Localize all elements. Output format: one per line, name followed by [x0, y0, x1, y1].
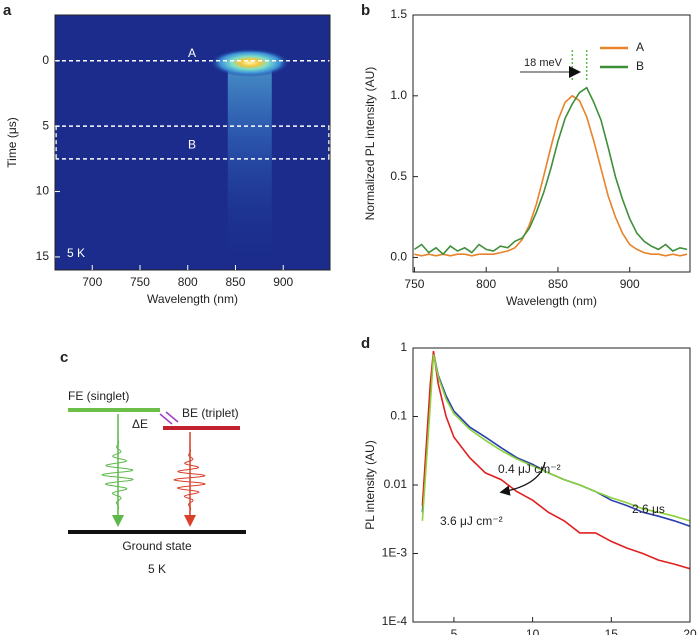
y-tick-label: 0.5: [390, 169, 407, 183]
y-tick-label: 1.0: [390, 88, 407, 102]
y-tick-label: 5: [42, 118, 49, 132]
level-label: FE (singlet): [68, 389, 129, 403]
plot-area: [421, 350, 690, 570]
y-tick-label: 1E-4: [382, 614, 408, 628]
plot-area: [413, 86, 688, 257]
transfer-arrow: [159, 413, 173, 425]
x-tick-label: 800: [476, 277, 496, 291]
series-line: [421, 350, 690, 570]
legend-label: A: [636, 40, 644, 54]
wave-packet: [101, 430, 134, 520]
panel-label: d: [361, 335, 370, 352]
y-axis-label: PL intensity (AU): [363, 440, 377, 530]
x-tick-label: 20: [683, 627, 697, 635]
x-tick-label: 900: [620, 277, 640, 291]
y-tick-label: 0.0: [390, 250, 407, 264]
annotation: 18 meV: [524, 57, 563, 69]
y-tick-label: 10: [36, 184, 50, 198]
annotation: 2.6 μs: [632, 502, 665, 516]
region-label: A: [188, 46, 196, 60]
y-axis-label: Normalized PL intensity (AU): [363, 67, 377, 221]
y-tick-label: 1: [400, 340, 407, 354]
x-tick-label: 15: [605, 627, 619, 635]
y-tick-label: 1E-3: [382, 546, 408, 560]
gap-label: ΔE: [132, 417, 148, 431]
series-line: [414, 94, 688, 257]
y-tick-label: 15: [36, 249, 50, 263]
panel-label: a: [3, 2, 12, 19]
emission-spot: [209, 48, 290, 77]
annotation-arrow: [499, 461, 546, 496]
x-tick-label: 900: [273, 275, 293, 289]
x-tick-label: 850: [548, 277, 568, 291]
panel-label: c: [60, 349, 68, 366]
y-axis-label: Time (μs): [5, 117, 19, 167]
series-line: [421, 352, 690, 527]
plot-area: [55, 15, 330, 270]
annotation: 3.6 μJ cm⁻²: [440, 514, 503, 528]
temperature-label: 5 K: [148, 562, 166, 576]
plot-frame: [412, 14, 691, 273]
x-tick-label: 10: [526, 627, 540, 635]
x-tick-label: 5: [451, 627, 458, 635]
x-tick-label: 850: [225, 275, 245, 289]
x-axis-label: Wavelength (nm): [147, 292, 238, 306]
x-axis-label: Wavelength (nm): [506, 294, 597, 308]
wave-packet: [173, 440, 206, 520]
annotation: 0.4 μJ cm⁻²: [498, 462, 561, 476]
x-tick-label: 750: [130, 275, 150, 289]
y-tick-label: 0.1: [390, 409, 407, 423]
annotation: 5 K: [67, 246, 85, 260]
transfer-arrow: [165, 411, 179, 423]
plot-frame: [412, 347, 691, 623]
level-label: BE (triplet): [182, 406, 239, 420]
y-tick-label: 0.01: [384, 477, 408, 491]
y-tick-label: 0: [42, 53, 49, 67]
x-tick-label: 800: [178, 275, 198, 289]
region-label: B: [188, 138, 196, 152]
ground-label: Ground state: [122, 539, 192, 553]
legend-label: B: [636, 59, 644, 73]
panel-label: b: [361, 2, 370, 19]
y-tick-label: 1.5: [390, 7, 407, 21]
emission-tail: [227, 60, 272, 270]
plot-frame: [54, 14, 331, 271]
series-line: [413, 86, 688, 256]
x-tick-label: 700: [82, 275, 102, 289]
series-line: [421, 354, 690, 522]
x-tick-label: 750: [404, 277, 424, 291]
